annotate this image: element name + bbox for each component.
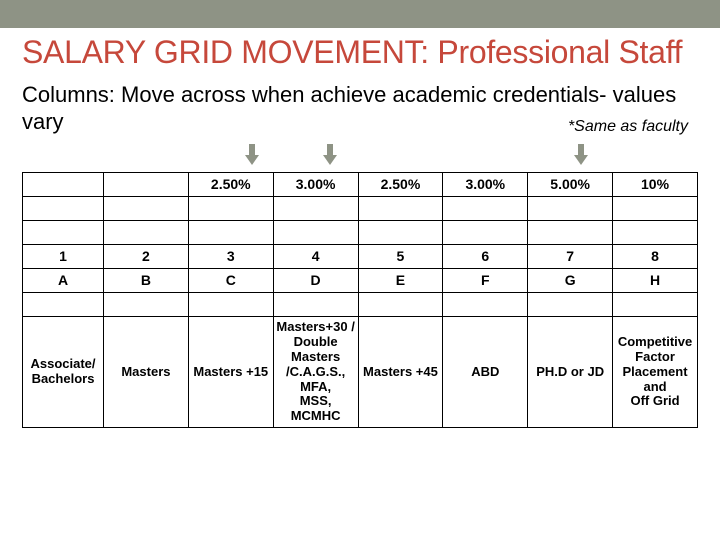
table-cell (273, 292, 358, 316)
table-cell (443, 220, 528, 244)
table-cell (104, 220, 189, 244)
table-cell: 3.00% (273, 172, 358, 196)
arrow-row (22, 144, 698, 170)
table-cell: E (358, 268, 443, 292)
cred-line: /C.A.G.S., MFA, (286, 364, 345, 394)
table-cell: 8 (613, 244, 698, 268)
table-cell: B (104, 268, 189, 292)
table-row-percent: 2.50% 3.00% 2.50% 3.00% 5.00% 10% (23, 172, 698, 196)
table-cell (188, 196, 273, 220)
table-cell: D (273, 268, 358, 292)
cred-line: Competitive (618, 334, 692, 349)
table-cell: ABD (443, 316, 528, 428)
salary-grid-table-wrap: 2.50% 3.00% 2.50% 3.00% 5.00% 10% 1 2 3 … (22, 172, 698, 429)
table-cell (358, 292, 443, 316)
table-cell: 10% (613, 172, 698, 196)
table-cell: 2.50% (358, 172, 443, 196)
table-cell: 2 (104, 244, 189, 268)
table-cell: C (188, 268, 273, 292)
table-row-credentials: Associate/Bachelors Masters Masters +15 … (23, 316, 698, 428)
footnote-text: *Same as faculty (568, 118, 688, 136)
table-cell: F (443, 268, 528, 292)
table-cell: 3 (188, 244, 273, 268)
salary-grid-table: 2.50% 3.00% 2.50% 3.00% 5.00% 10% 1 2 3 … (22, 172, 698, 429)
cred-line: Factor (635, 349, 675, 364)
table-cell (358, 196, 443, 220)
table-cell (104, 292, 189, 316)
table-cell: 6 (443, 244, 528, 268)
table-cell: Masters+30 /Double Masters/C.A.G.S., MFA… (273, 316, 358, 428)
cred-line: Placement and (623, 364, 688, 394)
table-cell (23, 172, 104, 196)
table-cell: 4 (273, 244, 358, 268)
down-arrow-icon (247, 144, 257, 166)
table-cell (273, 220, 358, 244)
table-cell (104, 196, 189, 220)
table-cell (23, 220, 104, 244)
cred-line: Masters+30 / (276, 319, 354, 334)
down-arrow-icon (576, 144, 586, 166)
table-cell (358, 220, 443, 244)
table-cell: Masters +15 (188, 316, 273, 428)
table-cell: 7 (528, 244, 613, 268)
table-cell (613, 220, 698, 244)
cred-line: Off Grid (630, 393, 679, 408)
table-cell (613, 196, 698, 220)
table-cell: G (528, 268, 613, 292)
table-cell: H (613, 268, 698, 292)
down-arrow-icon (325, 144, 335, 166)
table-cell: Masters (104, 316, 189, 428)
table-cell (443, 292, 528, 316)
cred-line: MSS, MCMHC (291, 393, 341, 423)
table-cell: PH.D or JD (528, 316, 613, 428)
table-cell (528, 220, 613, 244)
slide-content: SALARY GRID MOVEMENT: Professional Staff… (0, 28, 720, 428)
table-cell (188, 292, 273, 316)
slide-title: SALARY GRID MOVEMENT: Professional Staff (22, 34, 698, 71)
table-cell (273, 196, 358, 220)
table-cell: Masters +45 (358, 316, 443, 428)
table-cell (528, 196, 613, 220)
table-cell (443, 196, 528, 220)
table-cell (23, 196, 104, 220)
cred-line: Associate/ (30, 356, 95, 371)
table-cell: Associate/Bachelors (23, 316, 104, 428)
table-cell: 2.50% (188, 172, 273, 196)
table-cell (528, 292, 613, 316)
subtitle-row: Columns: Move across when achieve academ… (22, 81, 698, 136)
table-cell: 1 (23, 244, 104, 268)
cred-line: Bachelors (32, 371, 95, 386)
table-cell: 3.00% (443, 172, 528, 196)
table-cell: CompetitiveFactorPlacement andOff Grid (613, 316, 698, 428)
top-accent-bar (0, 0, 720, 28)
table-row-empty (23, 292, 698, 316)
table-cell: 5.00% (528, 172, 613, 196)
table-row-letters: A B C D E F G H (23, 268, 698, 292)
table-cell: A (23, 268, 104, 292)
table-cell (104, 172, 189, 196)
cred-line: Double Masters (291, 334, 340, 364)
table-row-empty (23, 220, 698, 244)
table-row-empty (23, 196, 698, 220)
table-cell (613, 292, 698, 316)
table-cell (188, 220, 273, 244)
table-row-numbers: 1 2 3 4 5 6 7 8 (23, 244, 698, 268)
table-cell (23, 292, 104, 316)
table-cell: 5 (358, 244, 443, 268)
